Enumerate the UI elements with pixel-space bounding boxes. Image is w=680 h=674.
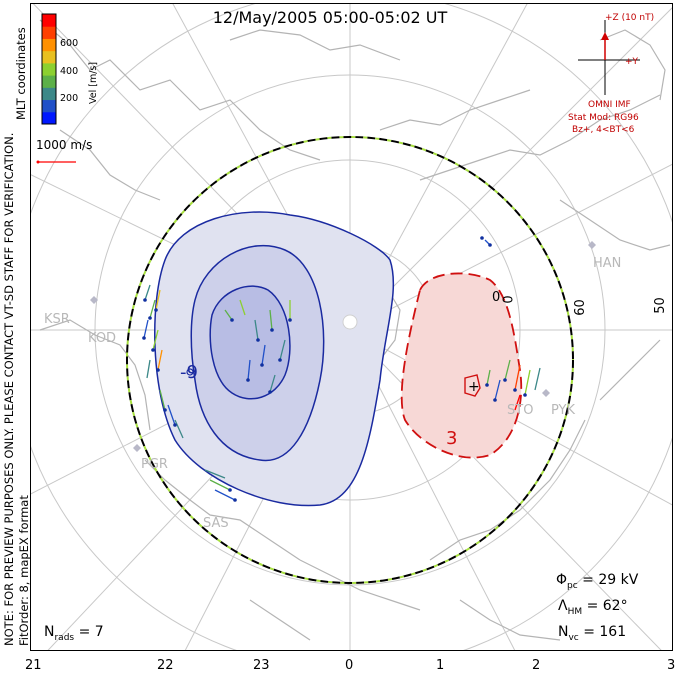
- colorbar-segment: [42, 26, 56, 39]
- mlt-tick: 22: [157, 658, 174, 673]
- imf-model-label: Stat Mod: RG96: [568, 113, 639, 123]
- dawn-convection-cell: +: [400, 272, 523, 459]
- mlt-tick: 0: [345, 658, 354, 673]
- mlt-tick: 3: [667, 658, 676, 673]
- vector-count-stat: Nvc = 161: [558, 624, 627, 643]
- coastlines: [39, 19, 671, 641]
- map-title: 12/May/2005 05:00-05:02 UT: [212, 8, 448, 27]
- imf-condition-label: Bz+, 4<BT<6: [572, 125, 635, 135]
- colorbar-segment: [42, 111, 56, 125]
- imf-crosshair: [578, 20, 640, 95]
- radar-site-markers: [90, 241, 596, 452]
- plot-frame: [30, 3, 673, 651]
- cell-minimum-marker: [186, 368, 194, 376]
- lat-label: 0: [492, 290, 501, 305]
- dusk-convection-cell: [154, 211, 395, 507]
- negative-cell-label: -9: [180, 362, 198, 383]
- site-label-sas: SAS: [203, 516, 229, 531]
- imf-omni-label: OMNI IMF: [588, 100, 631, 110]
- colorbar-segment: [42, 99, 56, 113]
- colorbar-border: [41, 13, 57, 125]
- mlt-tick: 21: [25, 658, 42, 673]
- colorbar-title: Vel [m/s]: [88, 61, 99, 104]
- site-label-pyk: PYK: [551, 403, 576, 418]
- site-label-kod: KOD: [88, 331, 117, 346]
- lat-label: 0: [501, 295, 517, 304]
- site-label-sto: STO: [507, 403, 534, 418]
- lat-label: 50: [652, 297, 668, 314]
- coordinates-label: MLT coordinates: [14, 27, 28, 120]
- lat-label: 60: [572, 299, 588, 316]
- site-label-han: HAN: [593, 256, 622, 271]
- colorbar-segment: [42, 75, 56, 88]
- magnetic-pole-marker: [342, 314, 358, 330]
- site-label-pgr: PGR: [141, 457, 168, 472]
- mlt-tick: 23: [253, 658, 270, 673]
- colorbar-segment: [42, 50, 56, 64]
- radar-count-stat: Nrads = 7: [44, 624, 104, 643]
- site-label-ksr: KSR: [44, 312, 70, 327]
- colorbar-segment: [42, 87, 56, 101]
- scale-vector-label: 1000 m/s: [36, 138, 93, 152]
- mlt-tick: 2: [532, 658, 541, 673]
- boundary-lat-stat: ΛHM = 62°: [558, 598, 628, 617]
- imf-z-label: +Z (10 nT): [605, 13, 655, 23]
- colorbar-segment: [42, 14, 56, 27]
- mlt-tick: 1: [436, 658, 445, 673]
- velocity-colorbar: [41, 13, 57, 125]
- colorbar-tick: 400: [60, 66, 79, 77]
- colorbar-segment: [42, 38, 56, 52]
- imf-y-label: +Y: [625, 57, 639, 67]
- colorbar-tick: 600: [60, 38, 79, 49]
- vector-origins: [142, 236, 527, 502]
- positive-cell-label: 3: [446, 428, 458, 449]
- colorbar-segment: [42, 62, 56, 76]
- cell-maximum-marker: +: [468, 379, 480, 395]
- colorbar-tick: 200: [60, 93, 79, 104]
- potential-stat: Φpc = 29 kV: [556, 572, 639, 591]
- fit-order-label: FitOrder: 8, mapEX format: [17, 495, 31, 646]
- preview-note: NOTE: FOR PREVIEW PURPOSES ONLY. PLEASE …: [2, 132, 16, 646]
- velocity-vectors: [143, 239, 541, 501]
